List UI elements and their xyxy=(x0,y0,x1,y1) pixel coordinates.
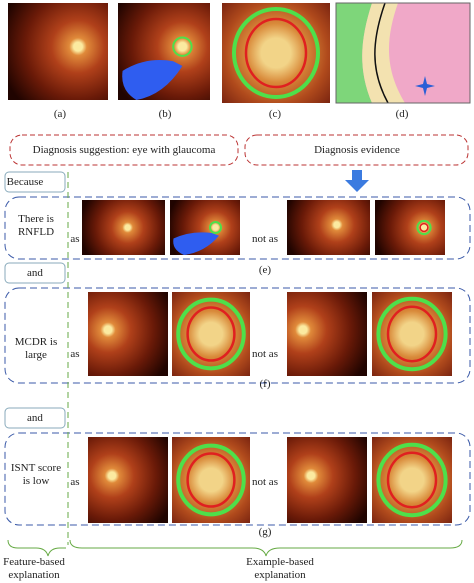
not-as: not as xyxy=(252,233,278,245)
row-box xyxy=(4,287,471,384)
fundus-image xyxy=(118,3,210,100)
as: as xyxy=(70,348,80,360)
because-box xyxy=(4,171,66,193)
suggestion-box xyxy=(9,134,239,166)
fundus-image xyxy=(287,200,370,255)
row-label: (g) xyxy=(258,526,272,538)
fundus-image xyxy=(172,437,250,523)
feature: MCDR is large xyxy=(14,336,58,361)
feature: There is RNFLD xyxy=(17,213,55,238)
evidence: Diagnosis evidence xyxy=(314,144,400,156)
and-box xyxy=(4,407,66,429)
fundus-image xyxy=(82,200,165,255)
row-box xyxy=(4,196,471,260)
fundus-image xyxy=(372,437,452,523)
fundus-image xyxy=(375,200,445,255)
because: Because xyxy=(6,176,44,188)
panel-label: (b) xyxy=(158,108,172,120)
plot xyxy=(335,2,471,104)
panel-label: (c) xyxy=(268,108,282,120)
not-as: not as xyxy=(252,476,278,488)
fundus-image xyxy=(222,3,330,103)
panel-label: (a) xyxy=(53,108,67,120)
brace xyxy=(69,539,463,557)
and: and xyxy=(27,412,43,424)
and: and xyxy=(27,267,43,279)
as: as xyxy=(70,233,80,245)
fundus-image xyxy=(8,3,108,100)
arrow xyxy=(345,170,369,192)
feature: ISNT score is low xyxy=(10,462,62,487)
evidence-box xyxy=(244,134,469,166)
fundus-image xyxy=(88,292,168,376)
footer-left: Feature-based explanation xyxy=(3,556,65,581)
panel-label: (d) xyxy=(395,108,409,120)
fundus-image xyxy=(372,292,452,376)
row-label: (f) xyxy=(259,378,271,390)
fundus-image xyxy=(170,200,240,255)
footer-right: Example-based explanation xyxy=(246,556,314,581)
fundus-image xyxy=(172,292,250,376)
suggestion: Diagnosis suggestion: eye with glaucoma xyxy=(32,144,216,156)
row-box xyxy=(4,432,471,526)
not-as: not as xyxy=(252,348,278,360)
row-label: (e) xyxy=(258,264,272,276)
brace xyxy=(7,539,66,557)
fundus-image xyxy=(287,292,367,376)
fundus-image xyxy=(88,437,168,523)
as: as xyxy=(70,476,80,488)
and-box xyxy=(4,262,66,284)
fundus-image xyxy=(287,437,367,523)
